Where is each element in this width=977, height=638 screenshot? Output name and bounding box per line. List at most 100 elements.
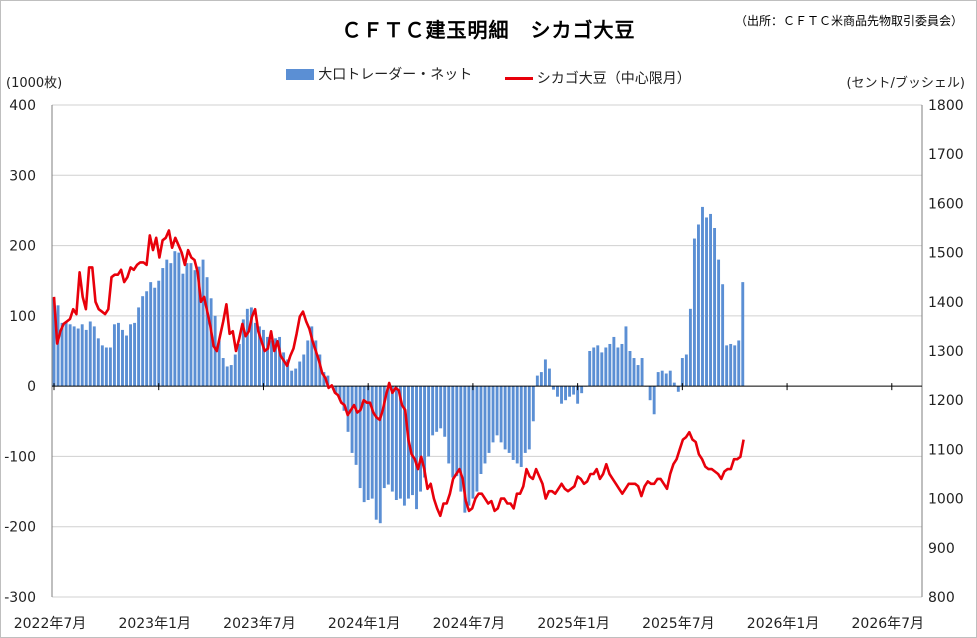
right-tick-label: 1400 xyxy=(928,295,964,311)
bar xyxy=(648,386,652,401)
x-tick-label: 2023年1月 xyxy=(118,616,191,632)
right-tick-label: 1700 xyxy=(928,147,964,163)
bar xyxy=(390,386,394,492)
bar xyxy=(342,386,346,411)
bar xyxy=(600,352,604,387)
bar xyxy=(419,386,422,492)
bar xyxy=(527,386,531,450)
bar xyxy=(84,329,88,387)
bar xyxy=(692,238,696,387)
right-tick-label: 1100 xyxy=(928,442,964,458)
bar xyxy=(733,345,737,387)
legend-swatch-bars xyxy=(286,68,315,80)
bar xyxy=(382,386,386,489)
bar xyxy=(56,305,60,387)
left-tick-label: 300 xyxy=(9,168,36,184)
bar xyxy=(213,315,217,387)
bar xyxy=(245,308,249,387)
bar xyxy=(511,386,515,460)
bar xyxy=(334,386,338,394)
bar xyxy=(173,251,177,387)
bar xyxy=(310,326,314,387)
bar xyxy=(394,386,398,501)
right-axis-unit: (セント/ブッシェル) xyxy=(846,76,965,91)
legend: 大口トレーダー・ネット シカゴ大豆（中心限月） xyxy=(0,64,977,88)
bar xyxy=(209,298,213,387)
bar xyxy=(205,277,209,387)
bar xyxy=(656,372,660,387)
bar xyxy=(350,386,354,453)
bar xyxy=(306,340,310,387)
bar xyxy=(117,322,120,387)
right-tick-label: 900 xyxy=(928,541,955,557)
bar xyxy=(76,328,80,387)
bar xyxy=(286,359,290,387)
bar xyxy=(266,336,269,387)
bar xyxy=(668,370,672,387)
right-tick-label: 1200 xyxy=(928,393,964,409)
bar xyxy=(64,321,68,387)
bar xyxy=(447,386,451,464)
bar xyxy=(378,386,382,524)
bar xyxy=(628,351,632,387)
bar xyxy=(539,372,543,387)
left-tick-label: -300 xyxy=(4,590,36,606)
bar xyxy=(475,386,479,492)
bar xyxy=(60,322,64,387)
right-tick-label: 1300 xyxy=(928,344,964,360)
bar xyxy=(741,282,745,387)
bar xyxy=(302,354,306,387)
bar xyxy=(402,386,406,506)
bar xyxy=(721,284,725,387)
bar xyxy=(709,213,712,387)
bar xyxy=(697,224,700,387)
bar xyxy=(604,347,608,387)
bar xyxy=(560,386,563,404)
left-tick-label: -200 xyxy=(4,520,36,536)
bar xyxy=(431,386,435,436)
legend-swatch-line xyxy=(504,76,533,80)
left-axis-unit: (1000枚) xyxy=(6,76,63,91)
bar xyxy=(165,259,169,387)
bar xyxy=(108,347,112,387)
bar xyxy=(640,358,644,387)
bar xyxy=(153,287,157,387)
bar xyxy=(145,291,149,387)
bar xyxy=(149,282,153,387)
bar xyxy=(592,347,596,387)
bar xyxy=(366,386,370,501)
bar xyxy=(636,365,640,387)
bar xyxy=(471,386,475,499)
bar xyxy=(161,268,165,387)
bar xyxy=(515,386,519,464)
bar xyxy=(523,386,527,453)
bar xyxy=(290,370,294,387)
bar xyxy=(221,358,225,387)
left-tick-label: 0 xyxy=(27,379,36,395)
x-tick-label: 2026年7月 xyxy=(852,616,925,632)
bar xyxy=(92,326,96,387)
bar xyxy=(338,386,342,401)
legend-item-line: シカゴ大豆（中心限月） xyxy=(504,68,691,88)
bar xyxy=(157,280,161,387)
bar xyxy=(680,358,684,387)
chart-title: ＣＦＴＣ建玉明細 シカゴ大豆 xyxy=(341,18,636,42)
bar xyxy=(362,386,366,503)
bar xyxy=(660,370,664,387)
bar xyxy=(270,340,273,387)
bar xyxy=(596,345,600,387)
bar xyxy=(225,366,229,387)
bar xyxy=(701,206,704,387)
bar xyxy=(672,382,676,387)
bar xyxy=(487,386,491,453)
bar xyxy=(612,336,616,387)
bar xyxy=(427,386,431,457)
bar xyxy=(435,386,439,432)
bar xyxy=(564,386,567,401)
bar xyxy=(241,319,245,387)
bar xyxy=(688,308,692,387)
bar xyxy=(72,326,76,387)
bar xyxy=(572,386,576,395)
bar xyxy=(451,386,455,478)
bar xyxy=(725,345,729,387)
